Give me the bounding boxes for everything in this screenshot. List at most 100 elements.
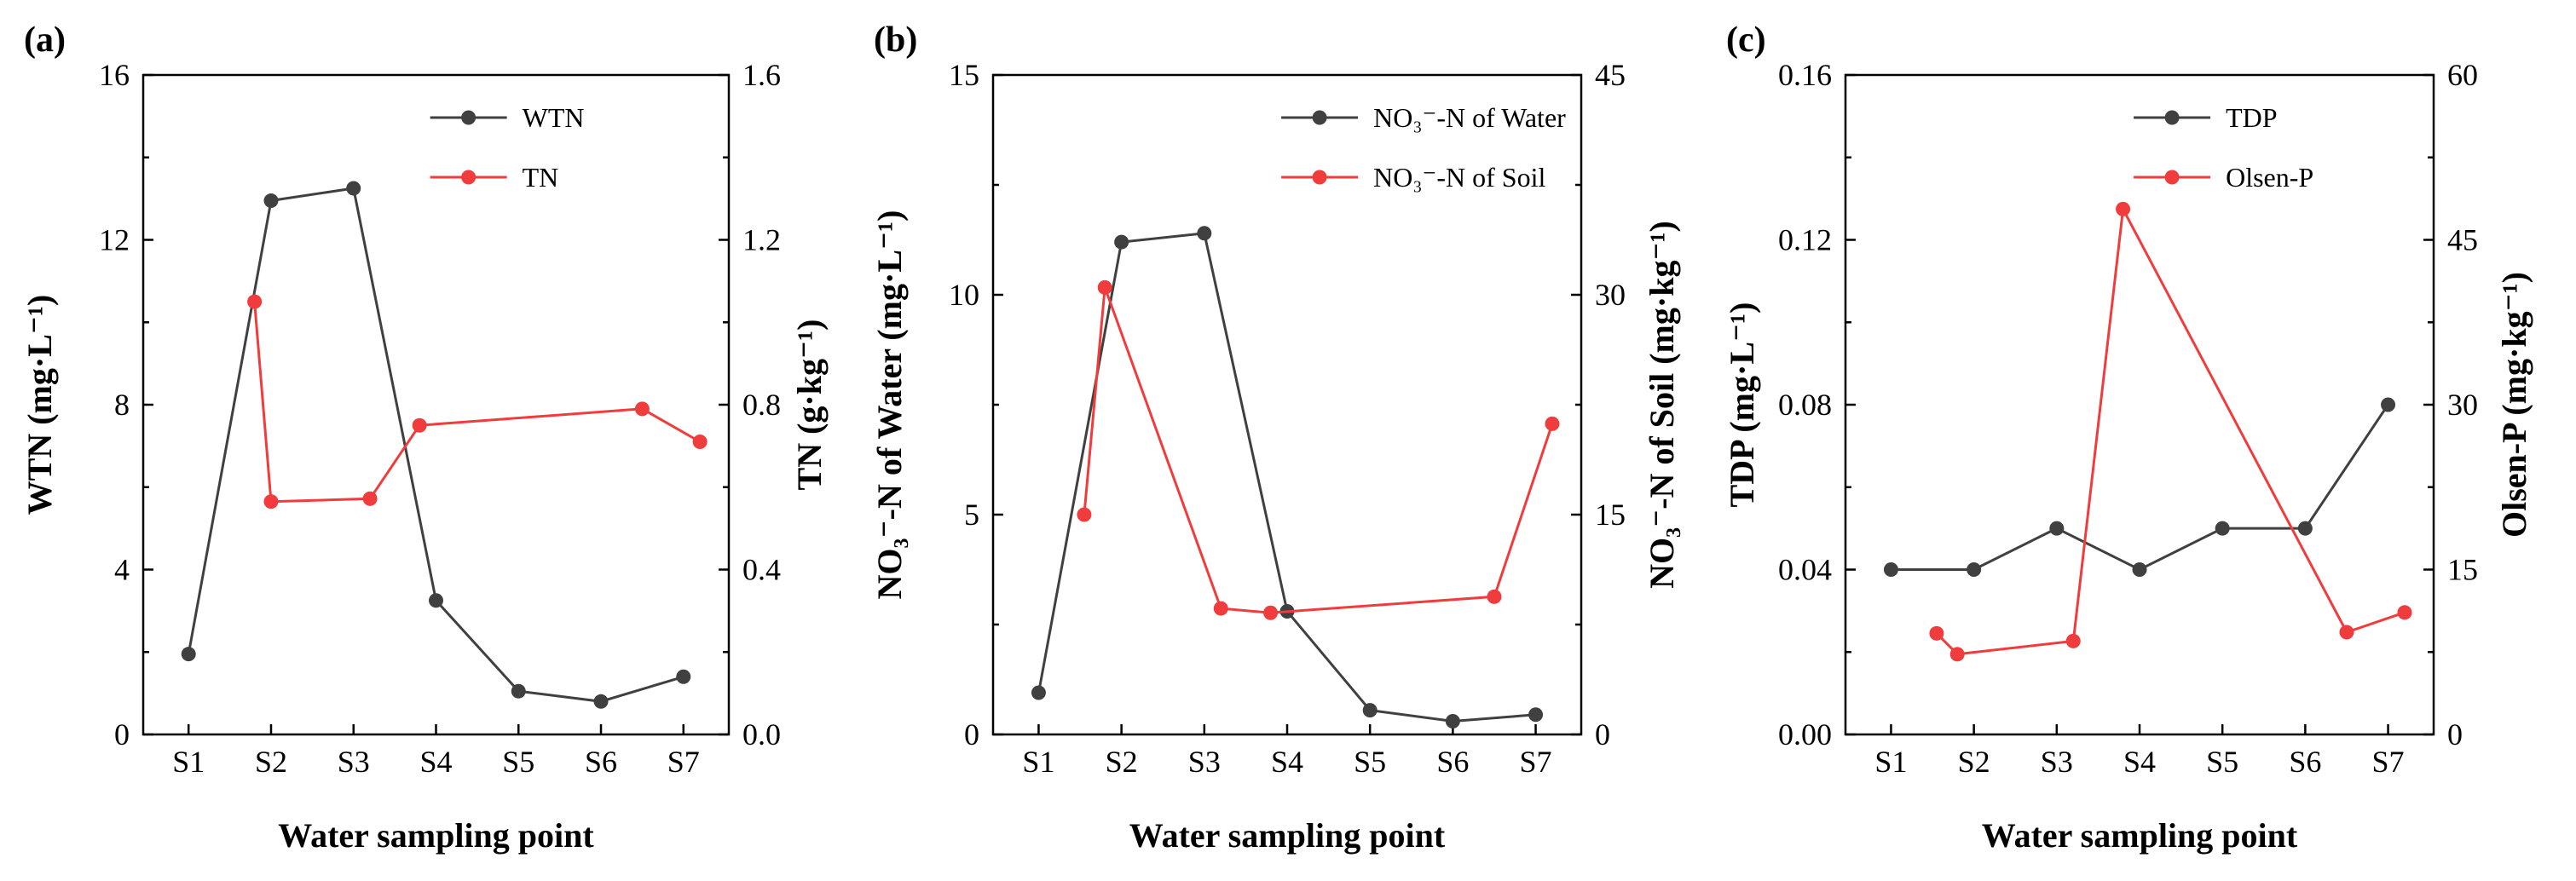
y-right-tick-label: 15	[2447, 553, 2478, 587]
data-point	[1929, 625, 1944, 641]
series-line-0	[1891, 404, 2389, 572]
data-point	[1362, 703, 1378, 718]
y-left-tick-label: 8	[114, 388, 130, 422]
series-line-1	[1083, 286, 1554, 614]
panel-label: (a)	[24, 20, 66, 60]
x-tick-label: S1	[1022, 745, 1054, 779]
legend-label: NO₃⁻-N of Soil	[1373, 162, 1545, 193]
y-left-tick-label: 0	[114, 717, 130, 751]
y-left-tick-label: 0.16	[1778, 58, 1832, 92]
data-point	[676, 669, 691, 684]
y-right-tick-label: 0.0	[742, 717, 781, 751]
data-point	[2339, 625, 2354, 640]
legend-label: WTN	[523, 102, 585, 133]
legend-label: TDP	[2226, 102, 2277, 133]
y-right-tick-label: 1.2	[742, 223, 781, 257]
y-left-tick-label: 0.04	[1778, 553, 1832, 587]
y-right-tick-label: 0.4	[742, 553, 781, 587]
legend-marker	[2164, 110, 2180, 125]
y-left-tick-label: 5	[964, 498, 979, 532]
x-axis-title: Water sampling point	[1982, 816, 2298, 855]
y-left-tick-label: 15	[949, 58, 979, 92]
y-right-tick-label: 45	[2447, 223, 2478, 257]
y-right-tick-label: 0	[2447, 717, 2463, 751]
x-tick-label: S4	[2123, 745, 2156, 779]
legend-marker	[461, 170, 477, 185]
x-tick-label: S4	[419, 745, 452, 779]
y-right-tick-label: 30	[2447, 388, 2478, 422]
x-tick-label: S3	[1188, 745, 1221, 779]
data-point	[2381, 397, 2396, 412]
data-point	[1114, 234, 1129, 250]
data-point	[1031, 685, 1046, 700]
y-right-axis-title: TN (g·kg⁻¹)	[790, 320, 829, 491]
data-point	[181, 647, 196, 662]
x-tick-label: S7	[1520, 745, 1552, 779]
data-point	[1487, 589, 1502, 604]
x-tick-label: S6	[585, 745, 617, 779]
data-point	[593, 694, 609, 709]
data-point	[1528, 707, 1544, 723]
chart-panel-2: (b) S1 S2 S3 S4 S5 S6 S7 0 5 10 15 0 15 30 45 Water samp…	[870, 20, 1681, 855]
x-tick-label: S2	[1106, 745, 1138, 779]
data-point	[346, 181, 361, 196]
chart-panel-1: (a) S1 S2 S3 S4 S5 S6 S7 0 4 8 12 16 0.0 0.4 0.8 1.2 1.6 W…	[20, 20, 829, 855]
data-point	[429, 593, 443, 608]
chart-panel-3: (c) S1 S2 S3 S4 S5 S6 S7 0.00 0.04 0.08 0.12 0.16 0 15…	[1723, 20, 2533, 855]
data-point	[692, 435, 708, 450]
y-left-tick-label: 10	[949, 278, 979, 312]
data-point	[2297, 521, 2313, 536]
x-tick-label: S5	[2206, 745, 2238, 779]
data-point	[2215, 521, 2230, 536]
x-tick-label: S7	[667, 745, 700, 779]
legend-label: Olsen-P	[2226, 162, 2313, 193]
data-point	[634, 401, 650, 417]
x-tick-label: S5	[502, 745, 534, 779]
x-tick-label: S5	[1354, 745, 1386, 779]
data-point	[1949, 647, 1965, 662]
y-left-axis-title: NO₃⁻-N of Water (mg·L⁻¹)	[870, 210, 909, 600]
y-left-tick-label: 0	[964, 717, 979, 751]
y-left-tick-label: 16	[99, 58, 130, 92]
data-point	[247, 294, 263, 309]
x-tick-label: S6	[1436, 745, 1469, 779]
x-tick-label: S1	[1874, 745, 1907, 779]
y-left-axis-title: TDP (mg·L⁻¹)	[1723, 302, 1761, 508]
data-point	[362, 491, 378, 506]
data-point	[2132, 562, 2147, 577]
y-right-tick-label: 0	[1595, 717, 1610, 751]
data-point	[1213, 601, 1228, 616]
panel-label: (b)	[874, 20, 917, 60]
y-right-tick-label: 45	[1595, 58, 1626, 92]
x-tick-label: S2	[1958, 745, 1990, 779]
data-point	[1263, 605, 1279, 620]
data-point	[1097, 279, 1112, 295]
data-point	[2116, 201, 2131, 216]
data-point	[2065, 633, 2081, 648]
panel-label: (c)	[1726, 20, 1766, 60]
y-left-tick-label: 0.00	[1778, 717, 1832, 751]
data-point	[1077, 507, 1092, 522]
y-right-tick-label: 30	[1595, 278, 1626, 312]
data-point	[1445, 714, 1460, 729]
y-right-tick-label: 60	[2447, 58, 2478, 92]
data-point	[2049, 521, 2065, 536]
data-point	[2397, 605, 2412, 620]
data-point	[1197, 226, 1212, 241]
legend-marker	[461, 110, 477, 125]
legend-marker	[2164, 170, 2180, 185]
legend-marker	[1312, 110, 1327, 125]
y-left-axis-title: WTN (mg·L⁻¹)	[20, 295, 59, 515]
x-axis-title: Water sampling point	[278, 816, 594, 855]
data-point	[511, 683, 526, 699]
y-left-tick-label: 12	[99, 223, 130, 257]
data-point	[263, 193, 279, 209]
data-point	[1883, 562, 1898, 577]
y-left-tick-label: 0.12	[1778, 223, 1832, 257]
legend-marker	[1312, 170, 1327, 185]
legend-label: TN	[523, 162, 559, 193]
y-left-tick-label: 4	[114, 553, 130, 587]
x-tick-label: S3	[338, 745, 370, 779]
data-point	[1967, 562, 1982, 577]
y-left-tick-label: 0.08	[1778, 388, 1832, 422]
